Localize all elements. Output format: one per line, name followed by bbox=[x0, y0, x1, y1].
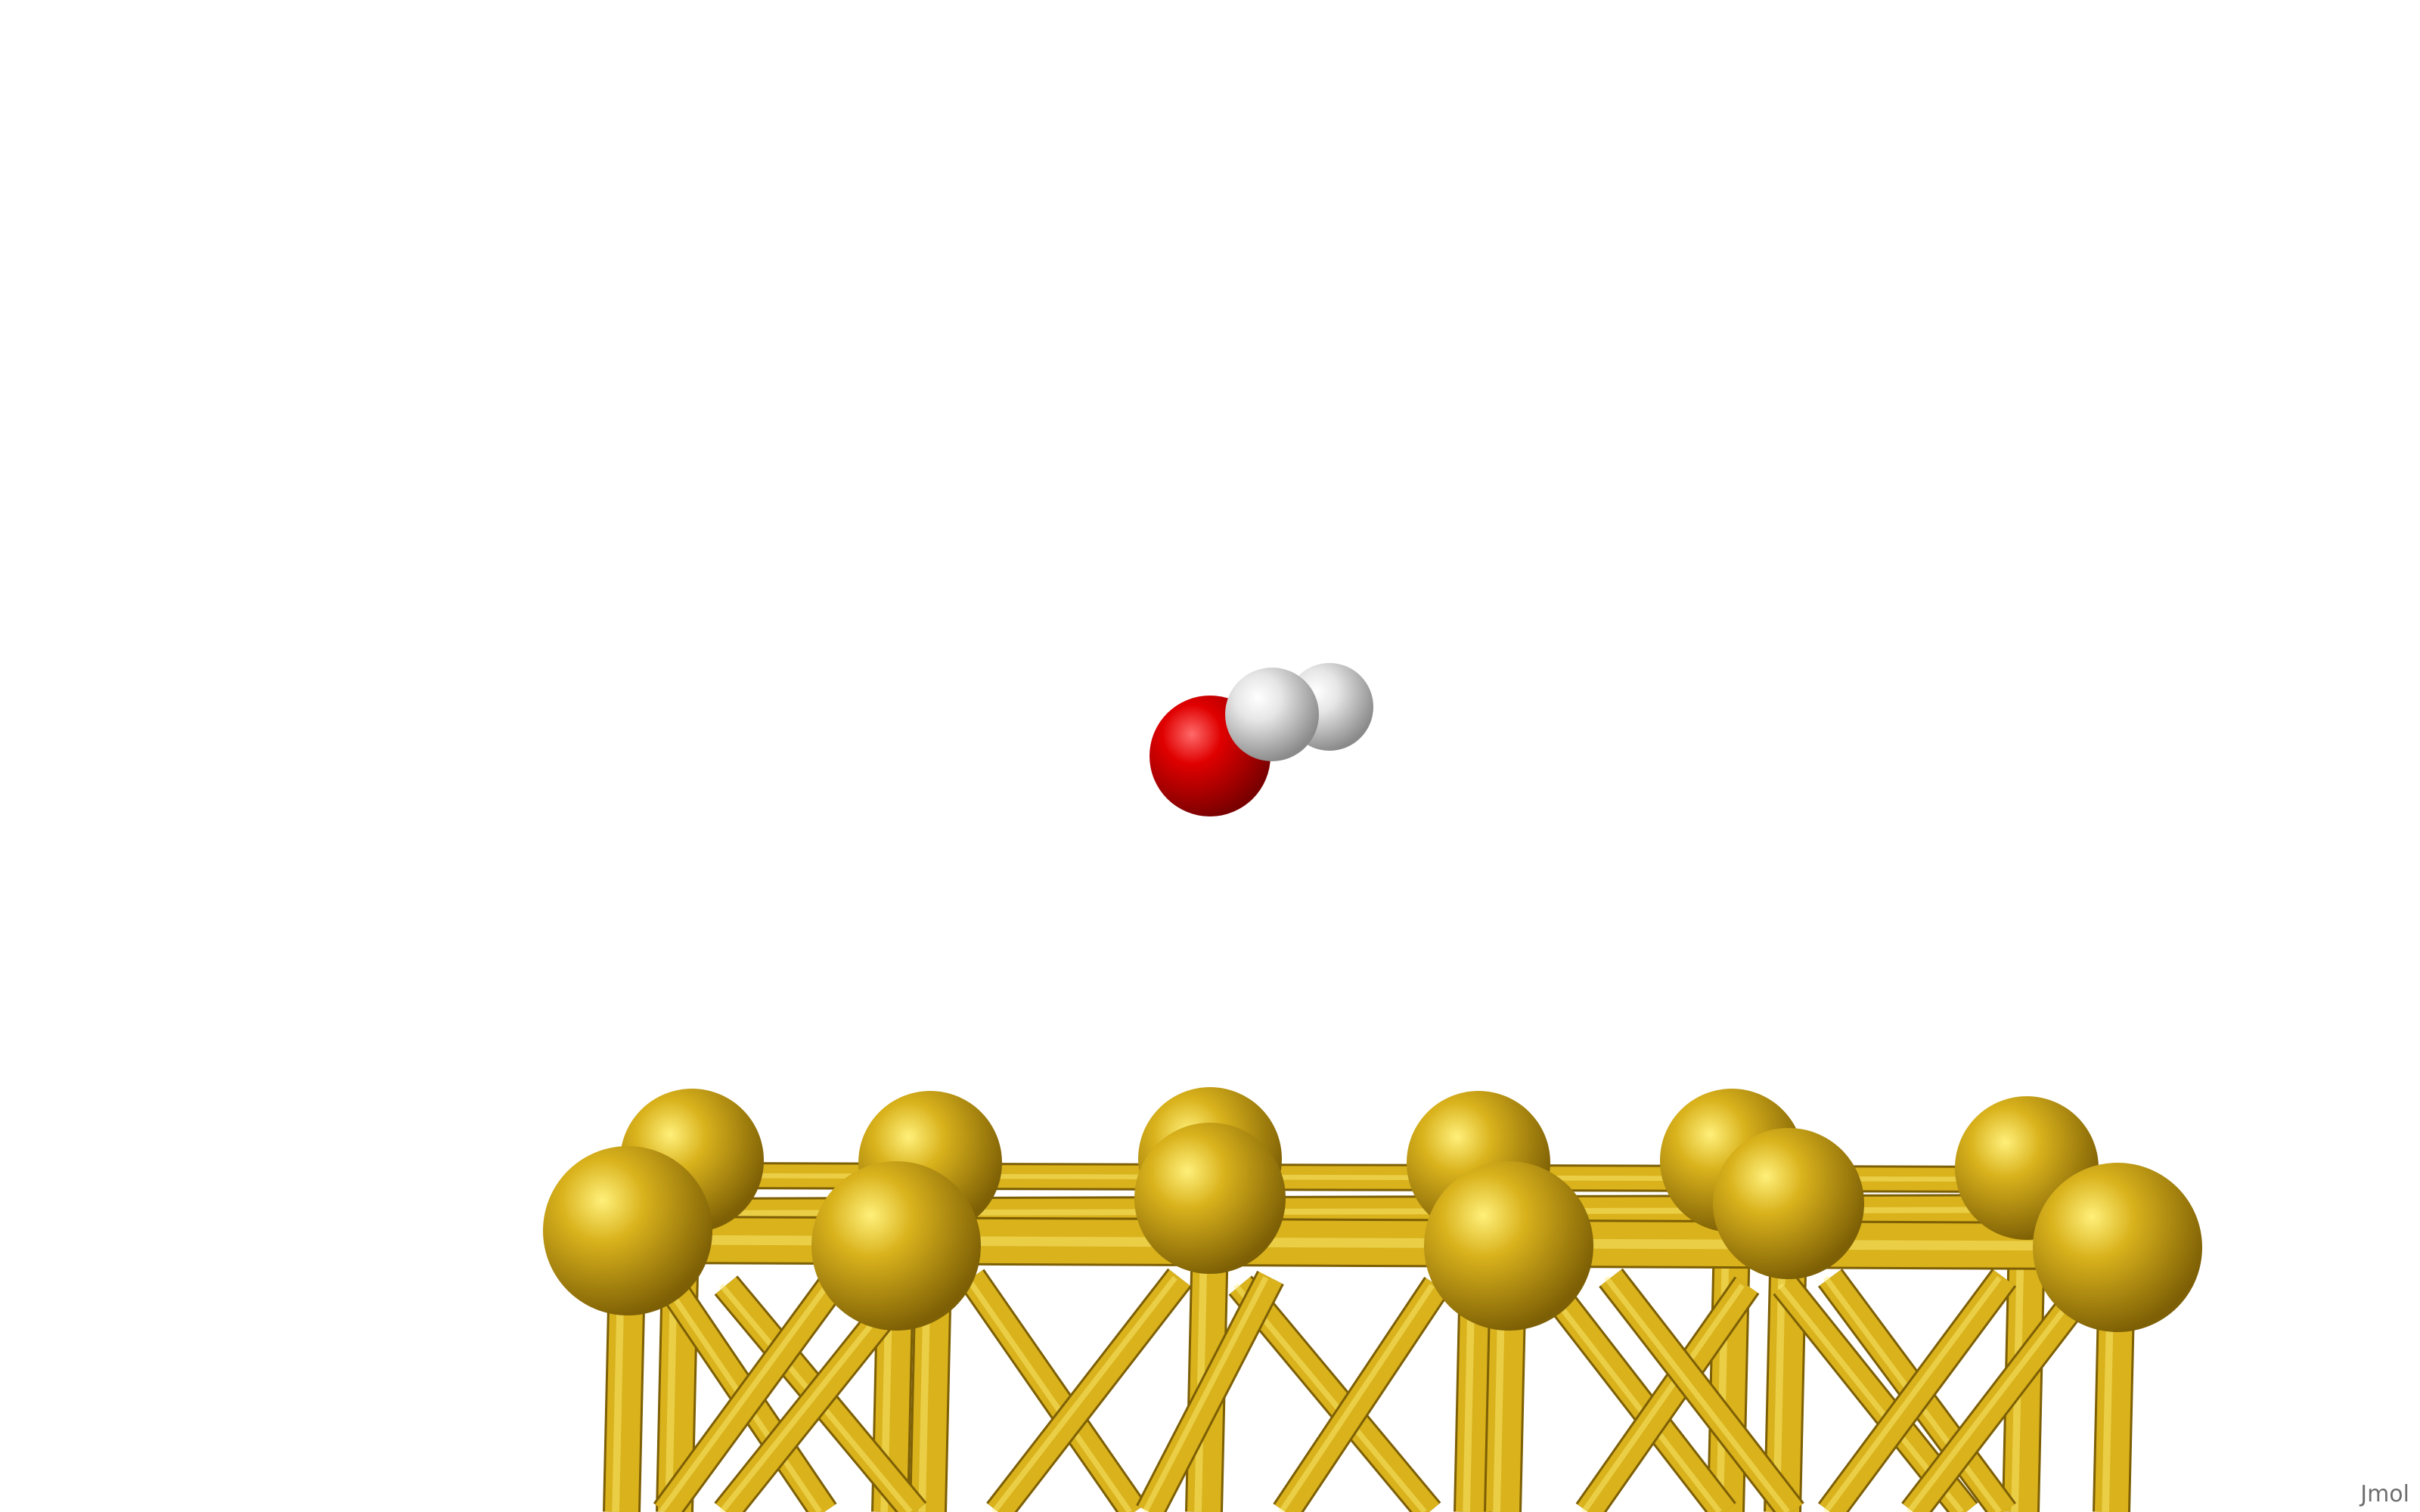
au-bond-diagonal-12-shine bbox=[1823, 1275, 2002, 1512]
hydrogen-atom-front bbox=[1225, 668, 1319, 761]
au-atom-front-1 bbox=[811, 1161, 981, 1331]
au-bond-diagonal-5 bbox=[1230, 1277, 1440, 1512]
au-bond-diagonal-3-shine bbox=[964, 1275, 1132, 1512]
au-bond-diagonal-12 bbox=[1820, 1269, 2015, 1512]
au-bond-diagonal-9-shine bbox=[1581, 1283, 1745, 1512]
au-bond-diagonal-7 bbox=[1274, 1278, 1448, 1512]
au-bond-diagonal-15-shine bbox=[1603, 1275, 1790, 1512]
jmol-watermark: Jmol bbox=[2360, 1481, 2409, 1507]
au-bond-diagonal-3 bbox=[961, 1270, 1145, 1512]
au-bond-diagonal-4-shine bbox=[991, 1275, 1177, 1512]
gold-surface-slab bbox=[543, 1087, 2202, 1512]
au-bond-vertical-7-shine bbox=[1716, 1239, 1730, 1512]
au-bond-diagonal-9 bbox=[1578, 1278, 1758, 1512]
au-bond-diagonal-6-shine bbox=[1142, 1276, 1269, 1512]
au-atom-front-3 bbox=[2033, 1163, 2202, 1332]
au-bond-diagonal-15 bbox=[1600, 1269, 1803, 1512]
au-bond-diagonal-5-shine bbox=[1233, 1283, 1427, 1512]
au-bond-diagonal-14 bbox=[655, 1277, 842, 1512]
au-bond-vertical-8-shine bbox=[1773, 1239, 1786, 1512]
au-bond-diagonal-13-shine bbox=[1906, 1283, 2085, 1512]
au-bond-diagonal-13 bbox=[1903, 1277, 2098, 1512]
au-bond-diagonal-8 bbox=[1532, 1269, 1735, 1512]
au-bond-diagonal-6 bbox=[1137, 1272, 1283, 1512]
au-bond-diagonal-4 bbox=[988, 1269, 1190, 1512]
au-atom-front-0 bbox=[543, 1146, 712, 1315]
au-bond-diagonal-8-shine bbox=[1535, 1275, 1722, 1512]
au-bond-diagonal-7-shine bbox=[1278, 1283, 1435, 1512]
water-molecule bbox=[1150, 663, 1373, 816]
au-atom-mid-1 bbox=[1713, 1128, 1864, 1279]
au-atom-front-2 bbox=[1424, 1161, 1593, 1331]
au-bond-diagonal-14-shine bbox=[658, 1283, 830, 1512]
au-bond-vertical-4-shine bbox=[1194, 1239, 1208, 1512]
au-atom-mid-0 bbox=[1134, 1123, 1286, 1274]
